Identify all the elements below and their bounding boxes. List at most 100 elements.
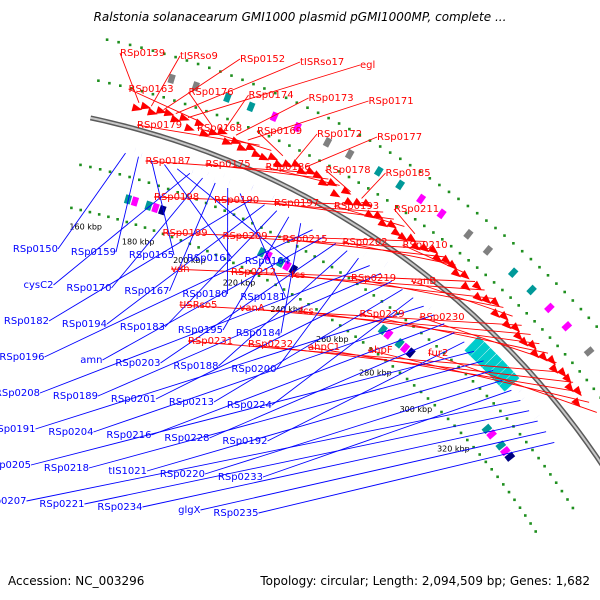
gene-label: RSp0202 (343, 237, 388, 248)
gene-label: RSp0178 (326, 165, 371, 176)
gene-label: vanB (411, 276, 436, 287)
gene-label: ahpF (368, 345, 393, 356)
gene-label: RSp0184 (236, 328, 281, 339)
gene-label: RSp0183 (120, 322, 165, 333)
gene-label: RSp0187 (146, 156, 191, 167)
gene-label: RSp0221 (39, 499, 84, 510)
gene-label: tISRso5 (180, 300, 218, 311)
gene-label: RSp0176 (189, 87, 234, 98)
kbp-tick-label: 280 kbp (359, 368, 392, 377)
kbp-tick-label: 180 kbp (122, 237, 155, 246)
gene-label: RSp0213 (169, 397, 214, 408)
gene-label: tISRso9 (180, 51, 218, 62)
gene-label: cysC2 (24, 280, 54, 291)
gene-label: RSp0193 (334, 201, 379, 212)
gene-label: egl (360, 60, 375, 71)
gene-label: RSp0211 (394, 204, 439, 215)
gene-label: RSp0161 (187, 253, 232, 264)
gene-label: RSp0235 (213, 508, 258, 519)
gene-label: RSp0230 (420, 312, 465, 323)
kbp-tick-label: 300 kbp (400, 405, 433, 414)
gene-label: RSp0219 (351, 273, 396, 284)
gene-label: RSp0232 (248, 339, 293, 350)
gene-label: RSp0190 (214, 195, 259, 206)
gene-label: RSp0200 (231, 364, 276, 375)
gene-label: RSp0218 (44, 463, 89, 474)
gene-label: RSp0234 (97, 502, 142, 513)
gene-label: RSp0203 (115, 358, 160, 369)
gene-label: ahpC1 (308, 342, 340, 353)
gene-label: RSp0196 (0, 352, 45, 363)
kbp-tick-label: 160 kbp (69, 223, 102, 232)
kbp-tick-label: 240 kbp (270, 305, 303, 314)
gene-label: RSp0165 (129, 250, 174, 261)
gene-label: vanA (240, 303, 265, 314)
gene-label: fcs (300, 306, 314, 317)
gene-label: RSp0150 (13, 244, 58, 255)
gene-label: RSp0191 (0, 424, 36, 435)
gene-label: RSp0209 (223, 231, 268, 242)
topology-text: Topology: circular; Length: 2,094,509 bp… (260, 574, 590, 588)
label-leaders (26, 52, 597, 514)
gene-label: RSp0224 (227, 400, 272, 411)
accession-text: Accession: NC_003296 (8, 574, 145, 588)
gene-label: amn (80, 355, 102, 366)
gene-label: RSp0171 (369, 96, 414, 107)
kbp-tick-label: 220 kbp (223, 279, 256, 288)
gene-label: RSp0182 (4, 316, 49, 327)
kbp-ticks: 160 kbp 180 kbp 200 kbp 220 kbp 240 kbp 260 k… (69, 223, 469, 454)
gene-label: RSp0189 (53, 391, 98, 402)
kbp-tick-label: 260 kbp (316, 335, 349, 344)
gene-label: RSp0215 (283, 234, 328, 245)
gene-label: RSp0195 (178, 325, 223, 336)
gene-label: RSp0159 (71, 247, 116, 258)
gene-label: RSp0188 (173, 361, 218, 372)
gene-label: RSp0204 (48, 427, 93, 438)
gene-label: RSp0197 (274, 198, 319, 209)
gene-label: RSp0208 (0, 388, 40, 399)
gene-label: RSp0174 (249, 90, 294, 101)
gene-label: glgX (178, 505, 200, 516)
map-title: Ralstonia solanacearum GMI1000 plasmid p… (93, 10, 507, 24)
gene-label: RSp0216 (106, 430, 151, 441)
gene-labels: RSp0139 tISRso9 RSp0152 tISRso17 egl RSp0163 R… (0, 48, 465, 519)
gene-label: RSp0207 (0, 496, 27, 507)
gene-label: RSp0172 (317, 129, 362, 140)
gene-label: RSp0212 (231, 267, 276, 278)
gene-label: RSp0177 (377, 132, 422, 143)
gene-label: RSp0186 (266, 162, 311, 173)
gene-label: RSp0199 (163, 228, 208, 239)
gene-label: RSp0167 (124, 286, 169, 297)
gene-label: fur2 (428, 348, 448, 359)
gene-label: RSp0173 (309, 93, 354, 104)
gene-label: RSp0229 (360, 309, 405, 320)
gene-label: RSp0163 (129, 84, 174, 95)
gene-label: RSp0198 (154, 192, 199, 203)
gene-label: RSp0194 (62, 319, 107, 330)
kbp-tick-label: 320 kbp (437, 444, 470, 453)
gene-label: RSp0169 (257, 126, 302, 137)
gene-label: RSp0201 (111, 394, 156, 405)
gene-label: RSp0170 (66, 283, 111, 294)
gene-label: RSp0164 (245, 256, 290, 267)
gene-label: RSp0205 (0, 460, 31, 471)
gene-label: RSp0181 (240, 292, 285, 303)
gene-label: RSp0168 (197, 123, 242, 134)
gene-label: vdh (171, 264, 190, 275)
kbp-tick-label: 200 kbp (173, 256, 206, 265)
gene-label: RSp0180 (182, 289, 227, 300)
gene-label: RSp0179 (137, 120, 182, 131)
gene-label: RSp0220 (160, 469, 205, 480)
gene-label: RSp0210 (403, 240, 448, 251)
gene-label: RSp0228 (164, 433, 209, 444)
gene-label: RSp0231 (188, 336, 233, 347)
gene-label: RSp0152 (240, 54, 285, 65)
gene-label: tISRso17 (300, 57, 344, 68)
gene-label: RSp0185 (386, 168, 431, 179)
gene-label: RSp0192 (222, 436, 267, 447)
gene-features (123, 73, 600, 462)
gene-label: RSp0233 (218, 472, 263, 483)
gene-label: RSp0175 (206, 159, 251, 170)
gene-label: fcs (291, 270, 305, 281)
